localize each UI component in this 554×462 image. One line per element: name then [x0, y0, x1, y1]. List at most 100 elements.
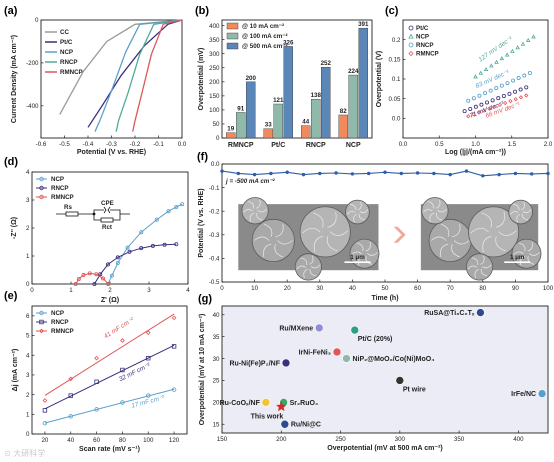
- sem-flake: [480, 255, 485, 265]
- sem-flake: [351, 251, 362, 256]
- panel-letter: (d): [4, 156, 18, 168]
- y-axis-label: Overpotential (mV): [198, 48, 205, 111]
- legend-marker: [408, 25, 414, 31]
- data-point: [511, 78, 516, 83]
- y-tick-label: 0.15: [388, 57, 401, 64]
- data-point: [522, 73, 527, 78]
- x-tick-label: 30: [316, 285, 323, 292]
- data-point: [106, 262, 111, 267]
- legend-marker: [39, 319, 44, 325]
- point-label: Pt/C (20%): [358, 336, 393, 343]
- sem-particle: [241, 197, 269, 225]
- y-tick-label: 0.1: [392, 76, 401, 83]
- data-point: [497, 172, 501, 177]
- x-tick-label: 150: [217, 436, 228, 443]
- data-point: [399, 171, 403, 176]
- sem-flake: [329, 230, 349, 236]
- data-point: [220, 169, 224, 173]
- sem-flake: [440, 223, 450, 237]
- x-tick-label: -0.5: [59, 141, 70, 148]
- y-axis-label: Overpotential (V): [376, 51, 383, 107]
- sem-flake: [257, 208, 268, 213]
- data-point: [481, 108, 487, 113]
- y-tick-label: -0.2: [209, 208, 220, 215]
- sem-flake: [263, 243, 272, 257]
- series-line-rncp: [115, 19, 183, 132]
- y-tick-label: 0: [216, 135, 220, 142]
- data-point: [139, 246, 144, 251]
- data-point: [146, 355, 151, 361]
- panel-letter: (a): [4, 5, 18, 17]
- data-point: [471, 96, 476, 101]
- legend-entry: RNCP: [51, 185, 69, 192]
- data-point: [504, 52, 510, 57]
- legend-marker: [408, 33, 414, 39]
- x-tick-label: 0: [30, 287, 34, 294]
- data-point: [154, 217, 159, 222]
- sem-flake: [422, 209, 433, 213]
- panel-letter: (g): [198, 293, 212, 305]
- data-point: [125, 245, 130, 250]
- data-point: [127, 249, 132, 254]
- sem-particle: [428, 218, 472, 263]
- x-tick-label: 2: [108, 287, 112, 294]
- point-label: This work: [251, 414, 284, 421]
- data-point: [162, 242, 167, 247]
- sem-flake: [470, 227, 489, 234]
- capacitance-label: 41 mF cm⁻²: [103, 316, 136, 340]
- data-point: [490, 98, 495, 103]
- data-point: [146, 393, 151, 398]
- point-nip-moo-co-ni-moo: [342, 354, 351, 363]
- y-axis-label: Δj (mA cm⁻²): [12, 349, 19, 392]
- point-label: Ru-Ni(Fe)P₂/NF: [229, 360, 280, 367]
- panel-letter: (b): [195, 5, 209, 17]
- y-tick-label: 3: [26, 372, 30, 379]
- legend-entry: RNCP: [51, 319, 69, 326]
- y-tick-label: 4: [26, 169, 30, 176]
- y-tick-label: 3: [26, 197, 30, 204]
- point-pt-wire: [395, 376, 405, 385]
- data-point: [367, 171, 371, 176]
- point-label: Ru/MXene: [279, 325, 313, 332]
- legend-entry: NCP: [51, 310, 64, 317]
- category-label: Pt/C: [271, 142, 285, 149]
- x-tick-label: 80: [479, 285, 486, 292]
- x-tick-label: 100: [143, 437, 154, 444]
- data-point: [502, 100, 508, 106]
- data-point: [109, 273, 114, 278]
- sem-flake: [482, 235, 492, 253]
- bar-rmncp-2: [246, 81, 256, 139]
- data-point: [524, 93, 529, 98]
- sem-flake: [300, 257, 308, 265]
- watermark-text: ⊙ 大研科学: [4, 449, 46, 458]
- x-tick-label: 20: [284, 285, 291, 292]
- sem-flake: [521, 213, 529, 221]
- condition-label: j = -500 mA cm⁻²: [225, 178, 276, 185]
- point-ru-ni-c: [280, 419, 290, 429]
- x-tick-label: 100: [543, 285, 554, 292]
- data-point: [115, 260, 120, 265]
- plot-frame: [31, 305, 188, 435]
- sem-flake: [427, 201, 434, 209]
- data-point: [513, 89, 518, 94]
- x-tick-label: 0.0: [399, 141, 408, 148]
- fit-line: [93, 243, 177, 285]
- point-label: NiP₂@MoO₂/Co(Ni)MoO₄: [352, 356, 434, 363]
- bar-value-label: 82: [340, 108, 347, 115]
- data-point: [94, 355, 99, 361]
- bar-ncp-2: [358, 27, 368, 139]
- data-point: [471, 112, 476, 117]
- sem-flake: [310, 264, 321, 269]
- legend-entry: CC: [60, 29, 69, 36]
- data-point: [508, 98, 513, 104]
- sem-flake: [255, 199, 261, 209]
- data-point: [515, 45, 520, 50]
- legend-entry: NCP: [60, 49, 73, 56]
- x-tick-label: 120: [169, 437, 180, 444]
- sem-flake: [509, 211, 519, 215]
- sem-flake: [277, 240, 293, 245]
- panel-letter: (e): [4, 290, 18, 302]
- y-tick-label: 50: [213, 121, 220, 128]
- data-point: [483, 91, 488, 96]
- sem-flake: [521, 201, 525, 211]
